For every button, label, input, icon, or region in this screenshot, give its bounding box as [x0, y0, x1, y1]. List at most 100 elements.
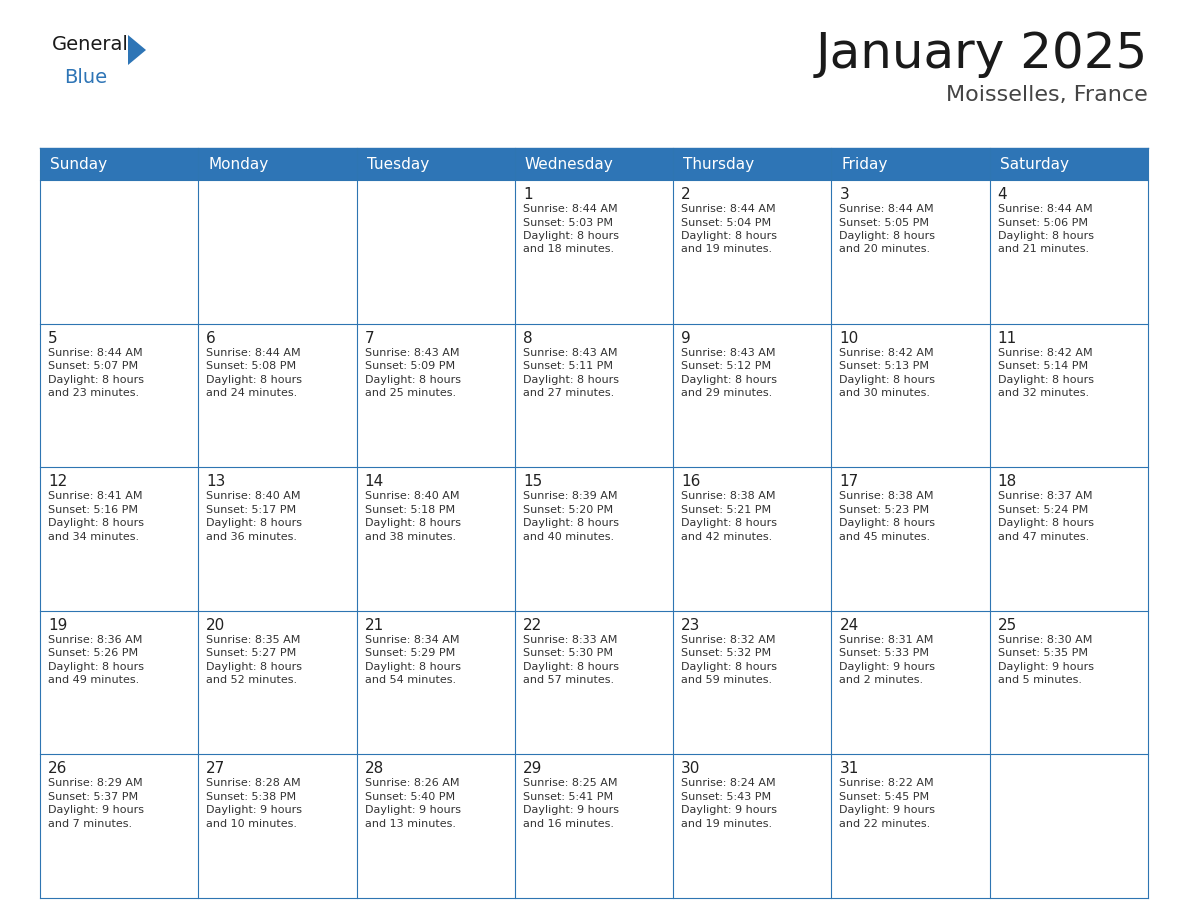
Bar	[198, 324, 356, 467]
Bar	[356, 610, 514, 755]
Text: Daylight: 8 hours: Daylight: 8 hours	[48, 518, 144, 528]
Text: Daylight: 8 hours: Daylight: 8 hours	[523, 518, 619, 528]
Text: Daylight: 9 hours: Daylight: 9 hours	[681, 805, 777, 815]
Text: 25: 25	[998, 618, 1017, 633]
Text: Sunrise: 8:42 AM: Sunrise: 8:42 AM	[840, 348, 934, 358]
Bar	[832, 755, 990, 898]
Text: Sunrise: 8:42 AM: Sunrise: 8:42 AM	[998, 348, 1092, 358]
Text: Daylight: 8 hours: Daylight: 8 hours	[840, 375, 935, 385]
Text: Sunset: 5:45 PM: Sunset: 5:45 PM	[840, 792, 929, 802]
Text: 14: 14	[365, 475, 384, 489]
Bar	[356, 755, 514, 898]
Text: Sunrise: 8:29 AM: Sunrise: 8:29 AM	[48, 778, 143, 789]
Text: Sunset: 5:30 PM: Sunset: 5:30 PM	[523, 648, 613, 658]
Text: Moisselles, France: Moisselles, France	[947, 85, 1148, 105]
Text: Daylight: 8 hours: Daylight: 8 hours	[523, 375, 619, 385]
Bar	[990, 148, 1148, 180]
Bar	[514, 610, 674, 755]
Text: Daylight: 8 hours: Daylight: 8 hours	[48, 662, 144, 672]
Text: Sunset: 5:27 PM: Sunset: 5:27 PM	[207, 648, 297, 658]
Text: Sunrise: 8:36 AM: Sunrise: 8:36 AM	[48, 635, 143, 644]
Text: Sunset: 5:23 PM: Sunset: 5:23 PM	[840, 505, 929, 515]
Text: Daylight: 8 hours: Daylight: 8 hours	[681, 231, 777, 241]
Text: Wednesday: Wednesday	[525, 156, 614, 172]
Text: Sunset: 5:32 PM: Sunset: 5:32 PM	[681, 648, 771, 658]
Bar	[990, 180, 1148, 324]
Text: Daylight: 8 hours: Daylight: 8 hours	[207, 518, 302, 528]
Bar	[514, 148, 674, 180]
Text: 26: 26	[48, 761, 68, 777]
Text: Sunset: 5:33 PM: Sunset: 5:33 PM	[840, 648, 929, 658]
Text: 11: 11	[998, 330, 1017, 345]
Text: and 30 minutes.: and 30 minutes.	[840, 388, 930, 398]
Text: 19: 19	[48, 618, 68, 633]
Text: and 10 minutes.: and 10 minutes.	[207, 819, 297, 829]
Text: Daylight: 8 hours: Daylight: 8 hours	[681, 518, 777, 528]
Text: Sunset: 5:41 PM: Sunset: 5:41 PM	[523, 792, 613, 802]
Text: 28: 28	[365, 761, 384, 777]
Text: Daylight: 8 hours: Daylight: 8 hours	[207, 375, 302, 385]
Text: Daylight: 8 hours: Daylight: 8 hours	[523, 231, 619, 241]
Text: 10: 10	[840, 330, 859, 345]
Text: Sunset: 5:26 PM: Sunset: 5:26 PM	[48, 648, 138, 658]
Text: 31: 31	[840, 761, 859, 777]
Text: Sunrise: 8:44 AM: Sunrise: 8:44 AM	[207, 348, 301, 358]
Bar	[832, 148, 990, 180]
Text: Sunrise: 8:44 AM: Sunrise: 8:44 AM	[48, 348, 143, 358]
Bar	[40, 755, 198, 898]
Text: Sunrise: 8:39 AM: Sunrise: 8:39 AM	[523, 491, 618, 501]
Text: Monday: Monday	[208, 156, 268, 172]
Text: Daylight: 9 hours: Daylight: 9 hours	[207, 805, 302, 815]
Text: Sunrise: 8:32 AM: Sunrise: 8:32 AM	[681, 635, 776, 644]
Bar	[40, 148, 198, 180]
Text: and 32 minutes.: and 32 minutes.	[998, 388, 1089, 398]
Bar	[198, 610, 356, 755]
Bar	[832, 180, 990, 324]
Text: Daylight: 8 hours: Daylight: 8 hours	[840, 231, 935, 241]
Text: Sunset: 5:03 PM: Sunset: 5:03 PM	[523, 218, 613, 228]
Text: and 19 minutes.: and 19 minutes.	[681, 819, 772, 829]
Text: 9: 9	[681, 330, 691, 345]
Text: Sunrise: 8:44 AM: Sunrise: 8:44 AM	[998, 204, 1092, 214]
Text: 8: 8	[523, 330, 532, 345]
Text: 15: 15	[523, 475, 542, 489]
Bar	[356, 467, 514, 610]
Text: Tuesday: Tuesday	[367, 156, 429, 172]
Polygon shape	[128, 35, 146, 65]
Text: 30: 30	[681, 761, 701, 777]
Bar	[674, 324, 832, 467]
Text: Sunset: 5:24 PM: Sunset: 5:24 PM	[998, 505, 1088, 515]
Text: 27: 27	[207, 761, 226, 777]
Text: 1: 1	[523, 187, 532, 202]
Text: Sunset: 5:35 PM: Sunset: 5:35 PM	[998, 648, 1088, 658]
Bar	[198, 467, 356, 610]
Text: and 27 minutes.: and 27 minutes.	[523, 388, 614, 398]
Bar	[356, 180, 514, 324]
Text: Sunrise: 8:30 AM: Sunrise: 8:30 AM	[998, 635, 1092, 644]
Text: and 34 minutes.: and 34 minutes.	[48, 532, 139, 542]
Bar	[990, 467, 1148, 610]
Text: Sunrise: 8:37 AM: Sunrise: 8:37 AM	[998, 491, 1092, 501]
Text: Sunrise: 8:35 AM: Sunrise: 8:35 AM	[207, 635, 301, 644]
Text: 29: 29	[523, 761, 542, 777]
Text: Sunrise: 8:31 AM: Sunrise: 8:31 AM	[840, 635, 934, 644]
Text: Sunrise: 8:43 AM: Sunrise: 8:43 AM	[681, 348, 776, 358]
Text: Sunrise: 8:44 AM: Sunrise: 8:44 AM	[523, 204, 618, 214]
Text: Daylight: 9 hours: Daylight: 9 hours	[48, 805, 144, 815]
Text: 17: 17	[840, 475, 859, 489]
Text: January 2025: January 2025	[816, 30, 1148, 78]
Text: General: General	[52, 35, 128, 54]
Text: Sunset: 5:14 PM: Sunset: 5:14 PM	[998, 361, 1088, 371]
Bar	[832, 467, 990, 610]
Text: 22: 22	[523, 618, 542, 633]
Text: Sunset: 5:40 PM: Sunset: 5:40 PM	[365, 792, 455, 802]
Text: Sunrise: 8:40 AM: Sunrise: 8:40 AM	[365, 491, 459, 501]
Text: and 2 minutes.: and 2 minutes.	[840, 676, 923, 686]
Text: Sunrise: 8:22 AM: Sunrise: 8:22 AM	[840, 778, 934, 789]
Bar	[356, 324, 514, 467]
Text: Sunrise: 8:43 AM: Sunrise: 8:43 AM	[365, 348, 459, 358]
Text: Daylight: 8 hours: Daylight: 8 hours	[365, 375, 461, 385]
Text: and 36 minutes.: and 36 minutes.	[207, 532, 297, 542]
Text: Sunrise: 8:33 AM: Sunrise: 8:33 AM	[523, 635, 618, 644]
Bar	[356, 148, 514, 180]
